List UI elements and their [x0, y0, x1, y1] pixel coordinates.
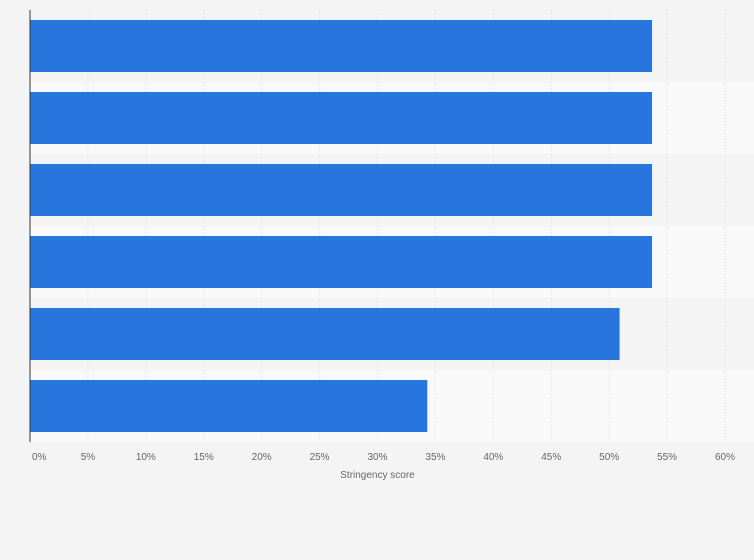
bar: [30, 308, 620, 360]
x-tick-label: 20%: [252, 452, 272, 463]
x-tick-label: 55%: [657, 452, 677, 463]
x-tick-label: 35%: [425, 452, 445, 463]
bar: [30, 92, 653, 144]
bar: [30, 236, 653, 288]
x-tick-label: 15%: [194, 452, 214, 463]
x-tick-label: 60%: [715, 452, 735, 463]
bars: [30, 20, 653, 432]
x-tick-label: 25%: [310, 452, 330, 463]
x-tick-label: 30%: [367, 452, 387, 463]
x-axis-title: Stringency score: [340, 470, 415, 481]
x-tick-label: 10%: [136, 452, 156, 463]
x-tick-label: 45%: [541, 452, 561, 463]
x-tick-label: 40%: [483, 452, 503, 463]
x-tick-label: 5%: [81, 452, 96, 463]
x-tick-label: 50%: [599, 452, 619, 463]
x-axis-ticks: 0% 5% 10% 15% 20% 25% 30% 35% 40% 45% 50% 55% 60%: [32, 452, 735, 463]
bar: [30, 20, 653, 72]
x-tick-label: 0%: [32, 452, 47, 463]
row-bands: [30, 10, 754, 442]
bar: [30, 380, 428, 432]
bar: [30, 164, 653, 216]
